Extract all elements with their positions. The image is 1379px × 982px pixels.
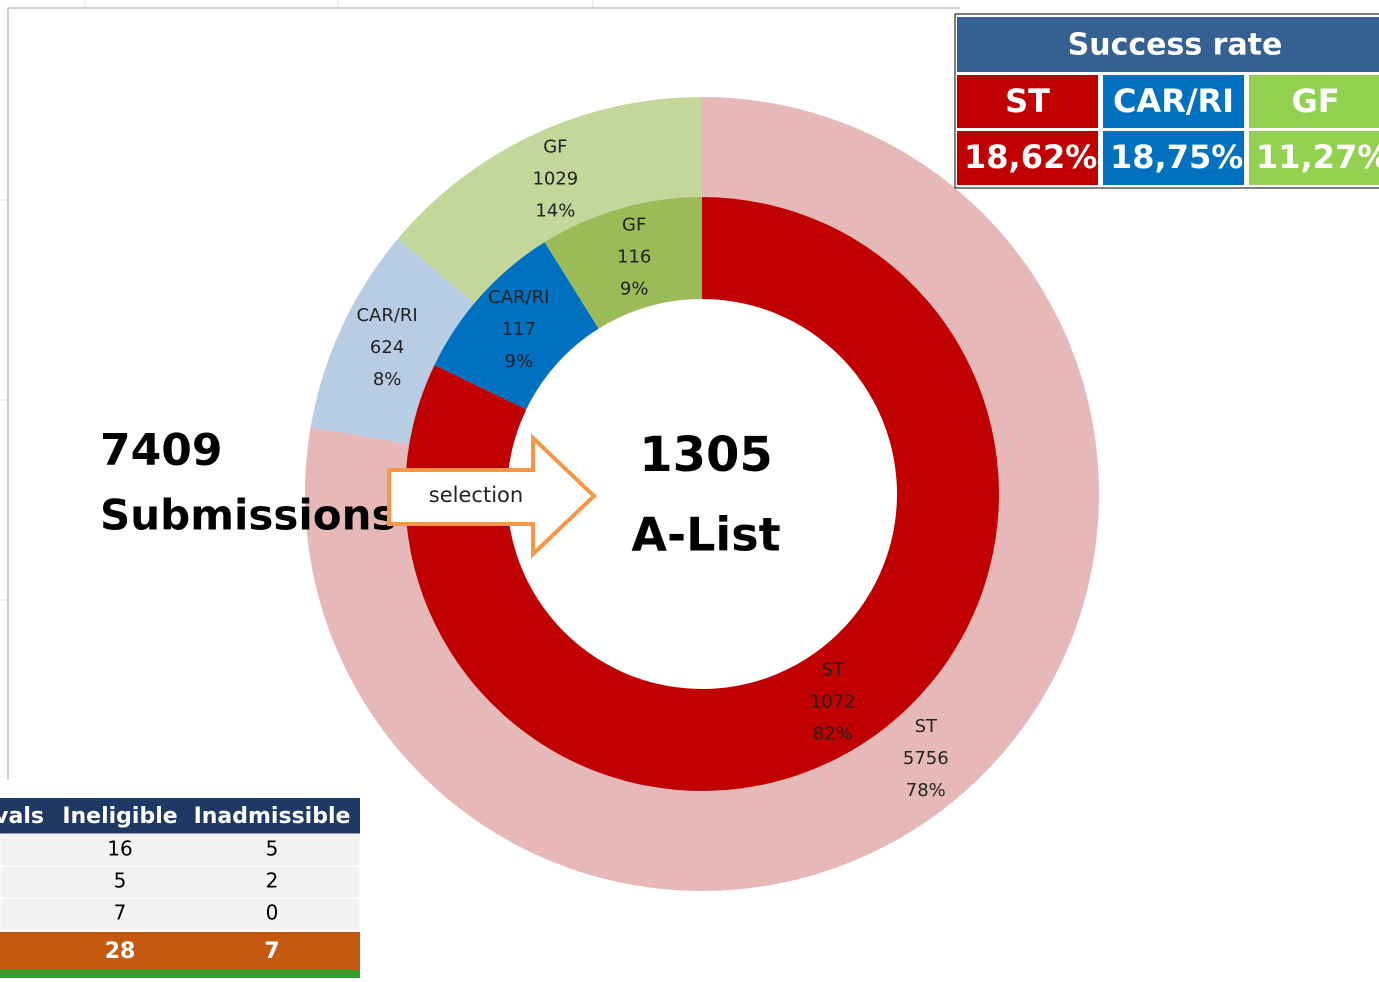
rate-value: 11,27% — [1256, 138, 1379, 176]
slice-value: 1029 — [532, 169, 578, 190]
slice-percent: 9% — [505, 351, 534, 372]
success-rate-table: Success rate ST 18,62% CAR/RI 18,75% GF 11,27% — [954, 13, 1379, 189]
rate-header-cell — [1103, 75, 1244, 128]
table-cell: 5 — [266, 837, 279, 861]
submissions-total: 7409 — [100, 425, 222, 476]
total-cell: 28 — [105, 939, 136, 964]
header-text: Success rate — [1068, 28, 1283, 63]
rate-header: CAR/RI — [1113, 82, 1234, 120]
rate-header-cell — [1249, 75, 1379, 128]
slice-percent: 78% — [906, 780, 946, 801]
slice-category: GF — [622, 215, 646, 236]
table-row — [0, 865, 361, 899]
slice-category: GF — [543, 137, 567, 158]
slice-percent: 8% — [373, 369, 402, 390]
slice-value: 624 — [370, 337, 404, 358]
sheet-grid — [0, 0, 594, 601]
slice-value: 117 — [502, 319, 536, 340]
slice-value: 1072 — [810, 691, 856, 712]
total-cell: 7 — [264, 939, 279, 964]
slice-category: ST — [915, 716, 938, 737]
header-row — [0, 798, 360, 834]
table-cell: 2 — [266, 869, 279, 893]
rate-value: 18,75% — [1110, 138, 1243, 176]
table-cell: 7 — [114, 901, 127, 925]
table-row — [0, 833, 361, 867]
slice-value: 116 — [617, 247, 651, 268]
slice-category: ST — [822, 659, 845, 680]
column-header: Ineligible — [62, 804, 177, 829]
rate-header-cell — [957, 75, 1098, 128]
slice-labels: ST 5756 78% CAR/RI 624 8% GF 1029 14% ST 1072 82% CA… — [356, 137, 948, 802]
rate-header: GF — [1291, 82, 1339, 120]
table-cell: 16 — [107, 837, 132, 861]
table-cell: 0 — [266, 901, 279, 925]
totals-row — [0, 932, 360, 970]
table-cell: 5 — [114, 869, 127, 893]
alist-total: 1305 — [639, 427, 773, 483]
rate-value-cell — [1249, 131, 1379, 185]
rate-value-cell — [1103, 131, 1244, 185]
slice-category: CAR/RI — [488, 287, 549, 308]
donut — [304, 97, 1099, 891]
slice-percent: 14% — [535, 201, 575, 222]
alist-label: A-List — [631, 508, 780, 562]
column-header: vals — [0, 804, 44, 829]
donut-slice — [310, 238, 475, 445]
selection-label: selection — [429, 483, 523, 507]
slice-percent: 82% — [813, 723, 853, 744]
rate-value-cell — [957, 131, 1098, 185]
column-header: Inadmissible — [194, 804, 351, 829]
chart-border — [7, 7, 960, 780]
donut-slice — [397, 97, 702, 304]
rate-value: 18,62% — [964, 138, 1097, 176]
slice-value: 5756 — [903, 748, 949, 769]
donut-slice — [404, 197, 999, 791]
donut-slice — [434, 242, 599, 410]
selection-arrow — [387, 433, 597, 559]
submissions-label: Submissions — [100, 491, 397, 540]
stats-table: vals Ineligible Inadmissible 16 5 5 2 7 0 28 7 — [0, 798, 361, 978]
header-cell — [957, 17, 1379, 72]
donut-slice — [544, 197, 702, 329]
slice-category: CAR/RI — [356, 305, 417, 326]
slice-percent: 9% — [620, 279, 649, 300]
green-row — [0, 970, 360, 978]
table-row — [0, 897, 361, 931]
rate-header: ST — [1005, 82, 1050, 120]
